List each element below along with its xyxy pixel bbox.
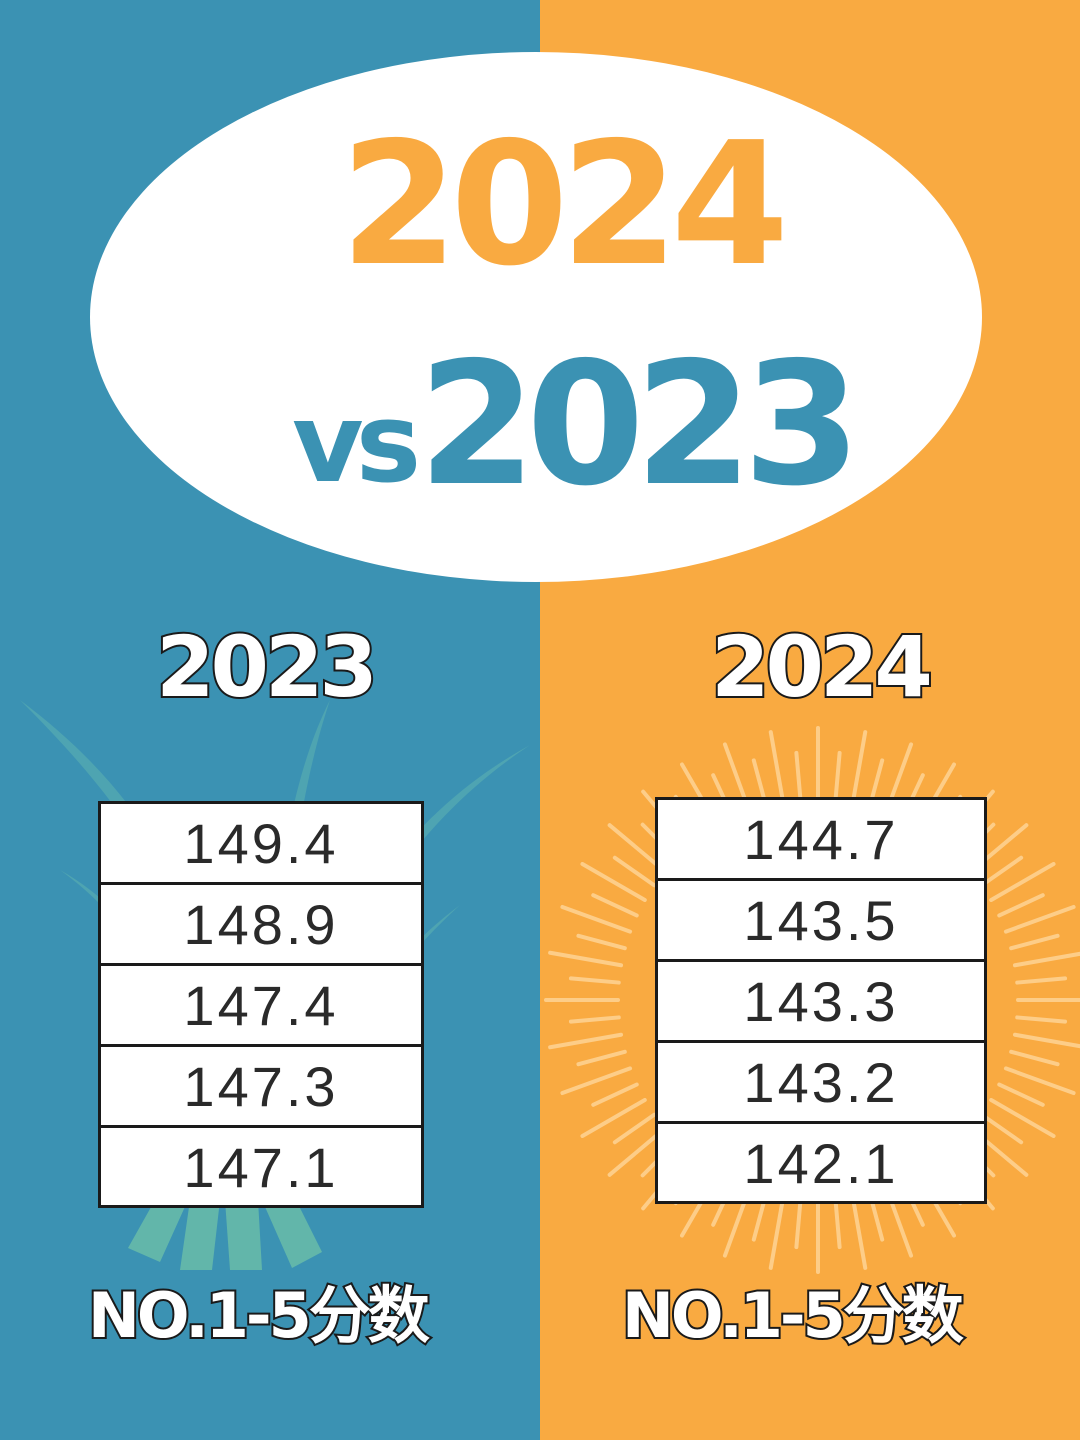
sunburst-ray (997, 893, 1045, 918)
sunburst-ray (768, 730, 786, 806)
sunburst-ray (548, 950, 624, 968)
title-year-old: 2023 (418, 326, 861, 524)
right-caption: NO.1-5分数 (620, 1279, 966, 1352)
sunburst-ray (580, 1098, 647, 1138)
sunburst-ray (989, 862, 1056, 902)
sunburst-ray (979, 855, 1024, 888)
sunburst-ray (850, 1194, 868, 1270)
sunburst-ray (576, 1049, 627, 1067)
right-year-label: 2024 (709, 618, 935, 716)
score-cell: 143.2 (658, 1043, 984, 1124)
sunburst-ray (794, 1197, 803, 1250)
sunburst-ray (576, 933, 627, 951)
sunburst-ray (560, 904, 633, 934)
sunburst-ray (560, 1066, 633, 1096)
right-score-table: 144.7 143.5 143.3 143.2 142.1 (655, 797, 987, 1204)
sunburst-ray (850, 730, 868, 806)
sunburst-ray (989, 1098, 1056, 1138)
sunburst-ray (833, 1197, 842, 1250)
score-cell: 143.5 (658, 881, 984, 962)
score-cell: 142.1 (743, 1132, 899, 1195)
title-ellipse (90, 52, 982, 582)
title-vs: vs (292, 379, 421, 507)
score-cell: 147.1 (183, 1136, 339, 1199)
sunburst-ray (997, 1082, 1045, 1107)
sunburst-ray (794, 750, 803, 803)
left-score-table: 149.4 148.9 147.4 147.3 147.1 (98, 801, 424, 1208)
sunburst-ray (591, 1082, 639, 1107)
sunburst-ray (568, 1015, 621, 1024)
sunburst-ray (833, 750, 842, 803)
sunburst-ray (1003, 904, 1076, 934)
sunburst-ray (568, 976, 621, 985)
sunburst-ray (1012, 951, 1080, 968)
sunburst-ray (591, 893, 639, 918)
sunburst-ray (1009, 933, 1060, 951)
score-cell: 149.4 (101, 804, 421, 885)
title-year-new: 2024 (340, 106, 789, 304)
score-cell: 147.3 (101, 1047, 421, 1128)
sunburst-ray (768, 1194, 786, 1270)
score-cell: 148.9 (101, 885, 421, 966)
left-year-label: 2023 (154, 618, 380, 716)
sunburst-ray (1003, 1066, 1076, 1096)
sunburst-ray (612, 1112, 657, 1145)
left-caption: NO.1-5分数 (86, 1279, 432, 1352)
score-cell: 147.4 (101, 966, 421, 1047)
score-cell: 144.7 (658, 800, 984, 881)
sunburst-ray (1009, 1049, 1060, 1067)
sunburst-ray (548, 1032, 624, 1050)
sunburst-ray (580, 862, 647, 902)
sunburst-ray (1015, 1015, 1068, 1024)
sunburst-ray (1015, 976, 1068, 985)
score-cell: 143.3 (658, 962, 984, 1043)
sunburst-ray (979, 1112, 1024, 1145)
sunburst-ray (612, 855, 657, 888)
sunburst-ray (1012, 1032, 1080, 1049)
